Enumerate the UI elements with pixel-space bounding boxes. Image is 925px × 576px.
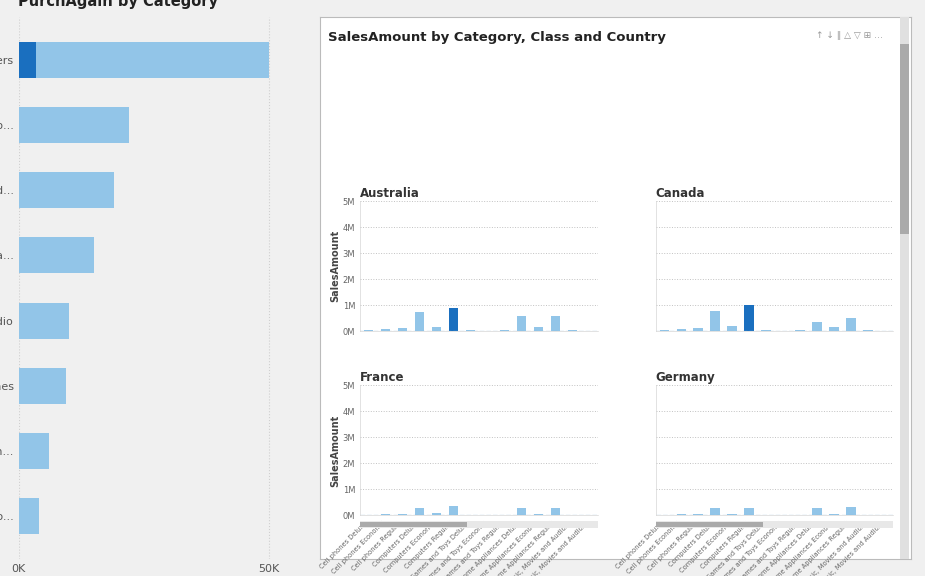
Bar [727, 326, 736, 331]
Bar [812, 508, 821, 516]
Bar [415, 507, 425, 516]
Bar [381, 514, 390, 516]
Bar [517, 508, 526, 516]
Bar [656, 522, 762, 527]
Bar [900, 44, 908, 234]
Bar [829, 327, 839, 331]
Bar [676, 329, 685, 331]
Bar [863, 330, 872, 331]
Bar [466, 330, 475, 331]
Bar [18, 237, 93, 274]
Bar [364, 330, 374, 331]
Text: France: France [360, 372, 404, 384]
Bar [550, 316, 560, 331]
Bar [18, 302, 68, 339]
Bar [796, 330, 805, 331]
Bar [517, 316, 526, 331]
Bar [694, 514, 703, 516]
Bar [449, 506, 458, 516]
Bar [761, 330, 771, 331]
Bar [398, 328, 407, 331]
Bar [415, 312, 425, 331]
Text: Germany: Germany [656, 372, 715, 384]
Y-axis label: SalesAmount: SalesAmount [330, 414, 339, 487]
Text: Canada: Canada [656, 187, 705, 200]
Bar [381, 329, 390, 331]
Bar [846, 507, 856, 516]
Bar [360, 522, 467, 527]
Bar [18, 368, 66, 404]
Bar [550, 507, 560, 516]
Bar [18, 42, 36, 78]
Text: ↑ ↓ ‖ △ ▽ ⊞ …: ↑ ↓ ‖ △ ▽ ⊞ … [817, 31, 883, 40]
Text: SalesAmount by Category, Class and Country: SalesAmount by Category, Class and Count… [328, 31, 666, 44]
Bar [449, 308, 458, 331]
Bar [18, 172, 114, 208]
Bar [534, 327, 543, 331]
Bar [829, 514, 839, 516]
Bar [432, 327, 441, 331]
Bar [676, 514, 685, 516]
Bar [812, 322, 821, 331]
Bar [846, 319, 856, 331]
Y-axis label: SalesAmount: SalesAmount [330, 230, 339, 302]
Text: Australia: Australia [360, 187, 420, 200]
Bar [18, 42, 268, 78]
Bar [18, 433, 48, 469]
Bar [398, 514, 407, 516]
Bar [534, 514, 543, 516]
Bar [745, 507, 754, 516]
Bar [500, 330, 509, 331]
Bar [727, 514, 736, 516]
Bar [710, 508, 720, 516]
Bar [432, 513, 441, 516]
Bar [710, 310, 720, 331]
Bar [18, 107, 129, 143]
Bar [660, 330, 669, 331]
Text: PurchAgain by Category: PurchAgain by Category [18, 0, 218, 9]
Bar [745, 305, 754, 331]
Bar [18, 498, 39, 534]
Bar [568, 330, 577, 331]
Bar [694, 328, 703, 331]
